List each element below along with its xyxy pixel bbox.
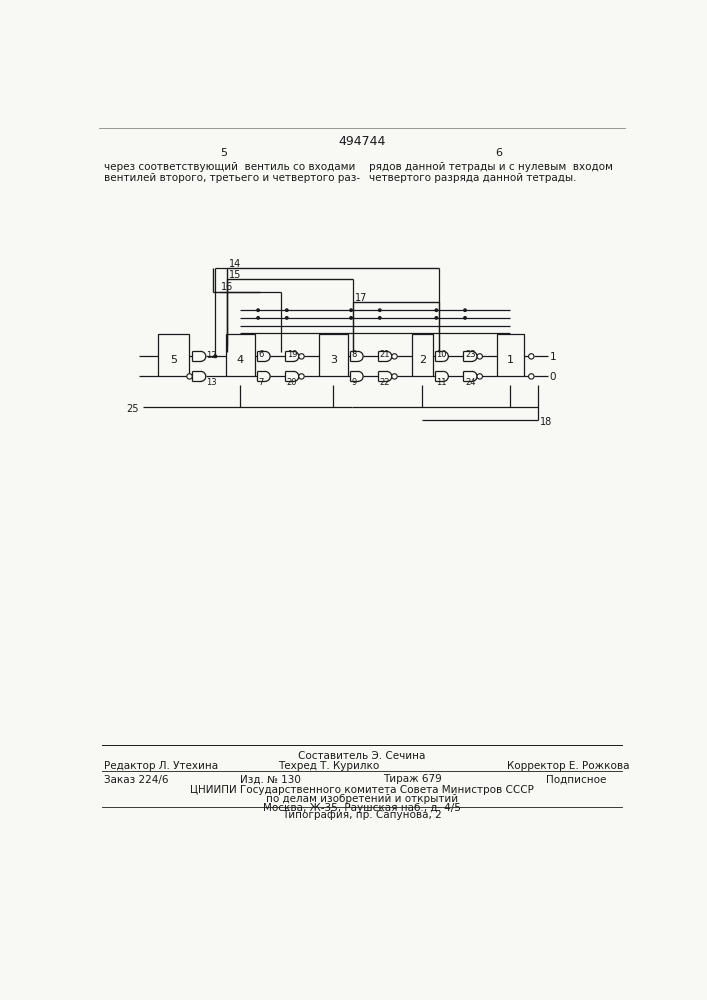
Circle shape xyxy=(256,316,260,320)
Text: 23: 23 xyxy=(465,350,476,359)
Circle shape xyxy=(434,316,438,320)
Text: Составитель Э. Сечина: Составитель Э. Сечина xyxy=(298,751,426,761)
Text: 24: 24 xyxy=(465,378,476,387)
Circle shape xyxy=(463,316,467,320)
Circle shape xyxy=(299,354,304,359)
Text: 14: 14 xyxy=(228,259,241,269)
Circle shape xyxy=(349,308,353,312)
Circle shape xyxy=(285,316,288,320)
Circle shape xyxy=(214,354,218,358)
Text: Изд. № 130: Изд. № 130 xyxy=(240,774,300,784)
Text: Тираж 679: Тираж 679 xyxy=(383,774,442,784)
Text: Корректор Е. Рожкова: Корректор Е. Рожкова xyxy=(507,761,629,771)
Text: 9: 9 xyxy=(351,378,356,387)
Text: 2: 2 xyxy=(419,355,426,365)
Text: через соответствующий  вентиль со входами
вентилей второго, третьего и четвертог: через соответствующий вентиль со входами… xyxy=(104,162,360,183)
Text: 0: 0 xyxy=(549,372,556,382)
Text: 17: 17 xyxy=(355,293,368,303)
Text: 11: 11 xyxy=(436,378,447,387)
Bar xyxy=(319,334,348,376)
Text: 15: 15 xyxy=(228,270,241,280)
Text: Заказ 224/6: Заказ 224/6 xyxy=(104,774,168,784)
Text: 16: 16 xyxy=(221,282,233,292)
Circle shape xyxy=(256,308,260,312)
Text: ЦНИИПИ Государственного комитета Совета Министров СССР: ЦНИИПИ Государственного комитета Совета … xyxy=(190,785,534,795)
Text: 10: 10 xyxy=(436,350,447,359)
Text: по делам изобретений и открытий: по делам изобретений и открытий xyxy=(266,794,458,804)
Circle shape xyxy=(349,316,353,320)
Bar xyxy=(226,334,255,376)
Circle shape xyxy=(529,354,534,359)
Text: 19: 19 xyxy=(287,350,297,359)
Text: 6: 6 xyxy=(496,148,503,158)
Circle shape xyxy=(392,354,397,359)
Circle shape xyxy=(529,374,534,379)
Text: 5: 5 xyxy=(170,355,177,365)
Text: 494744: 494744 xyxy=(338,135,385,148)
Circle shape xyxy=(299,374,304,379)
Circle shape xyxy=(477,354,482,359)
Bar xyxy=(411,334,433,376)
Circle shape xyxy=(477,374,482,379)
Circle shape xyxy=(434,308,438,312)
Text: Подписное: Подписное xyxy=(546,774,606,784)
Text: Техред Т. Курилко: Техред Т. Курилко xyxy=(278,761,379,771)
Text: 5: 5 xyxy=(221,148,228,158)
Text: 6: 6 xyxy=(258,350,264,359)
Text: 21: 21 xyxy=(380,350,390,359)
Text: Редактор Л. Утехина: Редактор Л. Утехина xyxy=(104,761,218,771)
Circle shape xyxy=(378,308,382,312)
Bar xyxy=(497,334,524,376)
Text: рядов данной тетрады и с нулевым  входом
четвертого разряда данной тетрады.: рядов данной тетрады и с нулевым входом … xyxy=(369,162,613,183)
Text: 18: 18 xyxy=(540,417,552,427)
Text: 3: 3 xyxy=(329,355,337,365)
Text: 4: 4 xyxy=(237,355,244,365)
Circle shape xyxy=(285,308,288,312)
Circle shape xyxy=(187,374,192,379)
Text: 25: 25 xyxy=(127,404,139,414)
Text: 20: 20 xyxy=(287,378,297,387)
Text: 12: 12 xyxy=(206,351,216,360)
Text: 7: 7 xyxy=(258,378,264,387)
Circle shape xyxy=(392,374,397,379)
Text: 1: 1 xyxy=(507,355,514,365)
Text: 1: 1 xyxy=(549,352,556,362)
Circle shape xyxy=(378,316,382,320)
Text: 13: 13 xyxy=(206,378,216,387)
Text: 22: 22 xyxy=(380,378,390,387)
Text: Типография, пр. Сапунова, 2: Типография, пр. Сапунова, 2 xyxy=(282,810,442,820)
Text: Москва, Ж-35, Раушская наб., д. 4/5: Москва, Ж-35, Раушская наб., д. 4/5 xyxy=(263,803,461,813)
Circle shape xyxy=(463,308,467,312)
Text: 8: 8 xyxy=(351,350,356,359)
Bar xyxy=(158,334,189,376)
